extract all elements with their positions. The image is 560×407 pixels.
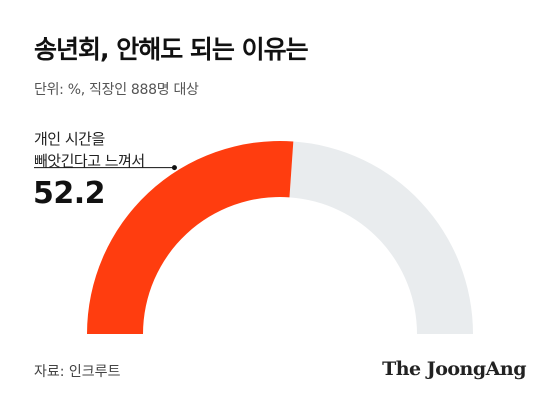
chart-subtitle: 단위: %, 직장인 888명 대상 xyxy=(34,82,199,98)
callout-label-line2: 빼앗긴다고 느껴서 xyxy=(34,152,145,170)
callout-value: 52.2 xyxy=(33,176,106,211)
publisher-logo: The JoongAng xyxy=(382,358,526,380)
callout-label: 개인 시간을 빼앗긴다고 느껴서 xyxy=(34,128,145,172)
callout-label-line1: 개인 시간을 xyxy=(34,130,105,148)
gauge-remainder-arc xyxy=(289,141,473,334)
callout-leader-dot xyxy=(171,165,177,171)
page-title: 송년회, 안해도 되는 이유는 xyxy=(34,35,309,64)
gauge-value-arc xyxy=(87,141,294,334)
source-note: 자료: 인크루트 xyxy=(34,364,121,380)
